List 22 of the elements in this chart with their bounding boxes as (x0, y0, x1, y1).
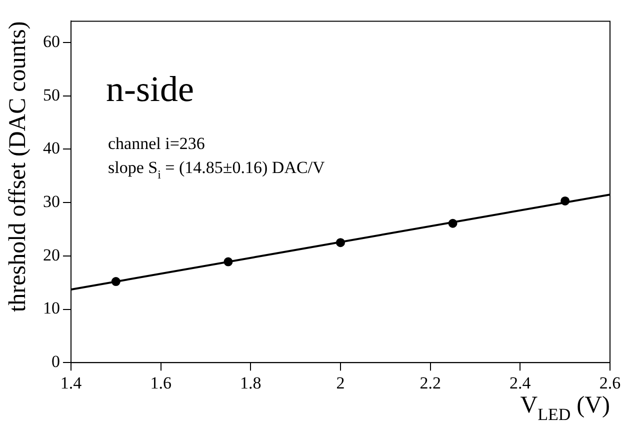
x-tick-label: 1.6 (150, 373, 172, 392)
point (111, 277, 120, 286)
y-tick-label: 30 (43, 192, 60, 212)
y-tick-label: 60 (43, 32, 60, 52)
x-tick-label: 2.4 (510, 373, 532, 392)
x-tick-label: 1.8 (240, 373, 262, 392)
point (560, 196, 570, 206)
x-tick-label: 1.4 (60, 373, 82, 392)
x-tick-label: 2.2 (420, 373, 441, 392)
y-tick-label: 40 (43, 138, 60, 158)
text: n-side (106, 69, 194, 110)
annotation: channel i=236 (108, 134, 205, 154)
y-axis-title: threshold offset (DAC counts) (5, 21, 31, 312)
point (336, 238, 345, 248)
y-tick-label: 0 (52, 352, 60, 372)
x-tick-label: 2.6 (599, 373, 621, 392)
y-tick-label: 10 (43, 298, 60, 318)
y-tick-label: 20 (43, 245, 60, 264)
x-tick-label: 2 (336, 373, 345, 392)
point (448, 218, 458, 228)
y-tick-label: 50 (43, 85, 60, 104)
point (224, 257, 233, 266)
